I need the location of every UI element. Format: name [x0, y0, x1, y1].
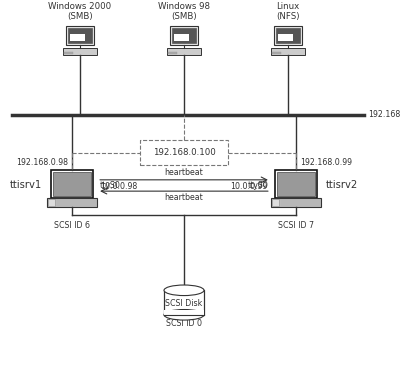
Text: SCSI ID 7: SCSI ID 7 [278, 221, 314, 230]
Bar [68, 28, 92, 43]
Bar [278, 172, 314, 196]
Bar [278, 34, 294, 41]
Text: 192.168.0.99: 192.168.0.99 [300, 158, 352, 167]
Text: ttisrv2: ttisrv2 [326, 180, 358, 190]
Bar [164, 310, 204, 315]
Bar [272, 52, 281, 54]
Bar [48, 199, 55, 206]
Text: heartbeat: heartbeat [165, 168, 203, 177]
Bar [167, 48, 201, 55]
Text: 192.168.0.x: 192.168.0.x [368, 110, 400, 120]
Text: 192.168.0.98: 192.168.0.98 [16, 158, 68, 167]
Bar [63, 48, 97, 55]
Text: 192.168.0.100: 192.168.0.100 [153, 148, 215, 157]
Bar [70, 34, 86, 41]
Bar [174, 34, 190, 41]
Bar [271, 48, 305, 55]
Bar [140, 141, 228, 165]
Bar [275, 170, 317, 198]
Bar [272, 199, 279, 206]
Ellipse shape [164, 310, 204, 320]
Bar [51, 170, 93, 198]
Text: SCSI ID 0: SCSI ID 0 [166, 319, 202, 328]
Text: Windows 98
(SMB): Windows 98 (SMB) [158, 2, 210, 21]
Text: SCSI Disk: SCSI Disk [165, 299, 203, 308]
Text: Linux
(NFS): Linux (NFS) [276, 2, 300, 21]
Bar [54, 172, 91, 196]
Text: 10.0.0.98: 10.0.0.98 [100, 182, 138, 191]
Bar [64, 52, 73, 54]
Bar [66, 26, 94, 45]
Bar [274, 26, 302, 45]
Bar [276, 28, 300, 43]
Ellipse shape [164, 285, 204, 296]
Bar [164, 290, 204, 315]
Bar [47, 198, 97, 207]
Bar [168, 52, 177, 54]
Text: ttyS0: ttyS0 [248, 181, 268, 190]
Bar [271, 198, 321, 207]
Text: 10.0.0.99: 10.0.0.99 [230, 182, 268, 191]
Text: heartbeat: heartbeat [165, 193, 203, 202]
Bar [172, 28, 196, 43]
Text: ttyS0: ttyS0 [100, 181, 120, 190]
Bar [170, 26, 198, 45]
Text: SCSI ID 6: SCSI ID 6 [54, 221, 90, 230]
Text: Windows 2000
(SMB): Windows 2000 (SMB) [48, 2, 112, 21]
Text: ttisrv1: ttisrv1 [10, 180, 42, 190]
